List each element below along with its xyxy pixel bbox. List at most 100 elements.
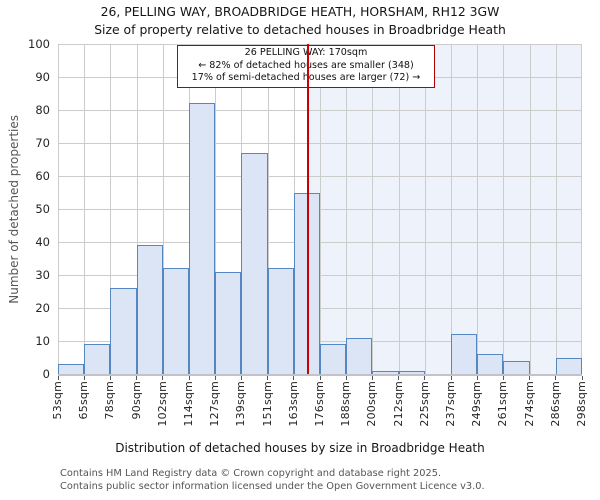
y-tick-label: 80 [35,103,50,117]
gridline-vertical [555,44,557,374]
histogram-bar [58,364,85,374]
gridline-vertical [162,44,164,374]
x-tick-mark [319,376,321,380]
x-tick-label: 127sqm [208,381,222,427]
annotation-line-2: ← 82% of detached houses are smaller (34… [198,59,414,71]
x-tick-mark [136,376,138,380]
x-tick-label: 298sqm [575,381,588,427]
gridline-vertical [529,44,531,374]
histogram-bar [215,271,242,374]
x-tick-mark [240,376,242,380]
x-tick-label: 102sqm [155,381,169,427]
gridline-vertical [84,44,86,374]
x-tick-mark [267,376,269,380]
x-tick-mark [162,376,164,380]
y-tick-label: 10 [35,334,50,348]
property-size-marker-line [307,44,309,374]
gridline-vertical [136,44,138,374]
x-tick-mark [476,376,478,380]
x-tick-label: 261sqm [496,381,510,427]
gridline-vertical [320,44,321,374]
histogram-bar [189,103,216,374]
x-tick-mark [581,376,583,380]
y-tick-label: 60 [35,169,50,183]
gridline-vertical [267,44,269,374]
gridline-vertical [58,44,59,374]
footer-line-1: Contains HM Land Registry data © Crown c… [60,468,442,479]
x-tick-label: 151sqm [260,381,274,427]
x-tick-mark [502,376,504,380]
y-tick-label: 70 [35,136,50,150]
x-tick-mark [214,376,216,380]
histogram-bar [320,344,347,374]
gridline-vertical [451,44,452,374]
histogram-bar [555,357,582,374]
histogram-bar [451,334,478,374]
y-tick-label: 40 [35,235,50,249]
histogram-bar [136,245,163,374]
x-tick-label: 237sqm [444,381,457,427]
histogram-bar [477,354,504,374]
x-tick-mark [188,376,190,380]
gridline-vertical [398,44,400,374]
histogram-bar [267,268,294,374]
footer: Contains HM Land Registry data © Crown c… [60,467,485,493]
x-tick-label: 65sqm [77,381,91,420]
histogram-bar [110,288,137,374]
x-tick-mark [555,376,557,380]
x-tick-mark [345,376,347,380]
x-axis-title: Distribution of detached houses by size … [115,441,485,455]
x-tick-label: 176sqm [313,381,326,427]
gridline-vertical [110,44,112,374]
histogram-bar [241,152,268,374]
gridline-vertical [346,44,348,374]
annotation-line-1: 26 PELLING WAY: 170sqm [244,47,368,58]
x-tick-label: 114sqm [182,381,195,427]
x-tick-label: 249sqm [470,381,484,427]
x-tick-label: 286sqm [548,381,562,427]
y-tick-label: 20 [35,301,50,315]
annotation-line-3: 17% of semi-detached houses are larger (… [191,72,421,84]
x-tick-mark [529,376,531,380]
histogram-bar [503,360,530,374]
gridline-vertical [477,44,479,374]
x-tick-label: 188sqm [339,381,353,427]
x-tick-mark [424,376,426,380]
x-tick-mark [450,376,452,380]
x-tick-mark [109,376,111,380]
footer-line-2: Contains public sector information licen… [60,481,485,492]
x-tick-label: 53sqm [51,381,64,420]
gridline-vertical [581,44,582,374]
y-tick-label: 100 [28,37,50,51]
y-tick-label: 30 [35,268,50,282]
x-tick-label: 90sqm [129,381,143,420]
gridline-vertical [372,44,374,374]
histogram-bar [162,268,189,374]
x-tick-mark [371,376,373,380]
y-tick-label: 50 [35,202,50,216]
chart-subtitle: Size of property relative to detached ho… [94,22,506,37]
chart-header: 26, PELLING WAY, BROADBRIDGE HEATH, HORS… [0,3,600,39]
x-tick-label: 200sqm [365,381,379,427]
x-tick-mark [293,376,295,380]
gridline-vertical [215,44,217,374]
x-tick-label: 274sqm [522,381,536,427]
x-tick-label: 212sqm [391,381,405,427]
y-tick-label: 0 [42,367,50,381]
plot-area: 26 PELLING WAY: 170sqm ← 82% of detached… [58,44,582,376]
histogram-bar [293,192,320,374]
x-tick-label: 139sqm [234,381,248,427]
histogram-bar [84,344,111,374]
histogram-bar [398,370,425,374]
y-tick-label: 90 [35,70,50,84]
histogram-bar [346,337,373,374]
gridline-vertical [503,44,505,374]
x-tick-mark [83,376,85,380]
x-tick-mark [398,376,400,380]
x-tick-label: 225sqm [417,381,431,427]
gridline-vertical [424,44,426,374]
chart-title: 26, PELLING WAY, BROADBRIDGE HEATH, HORS… [100,4,500,19]
histogram-bar [372,370,399,374]
x-tick-mark [57,376,59,380]
